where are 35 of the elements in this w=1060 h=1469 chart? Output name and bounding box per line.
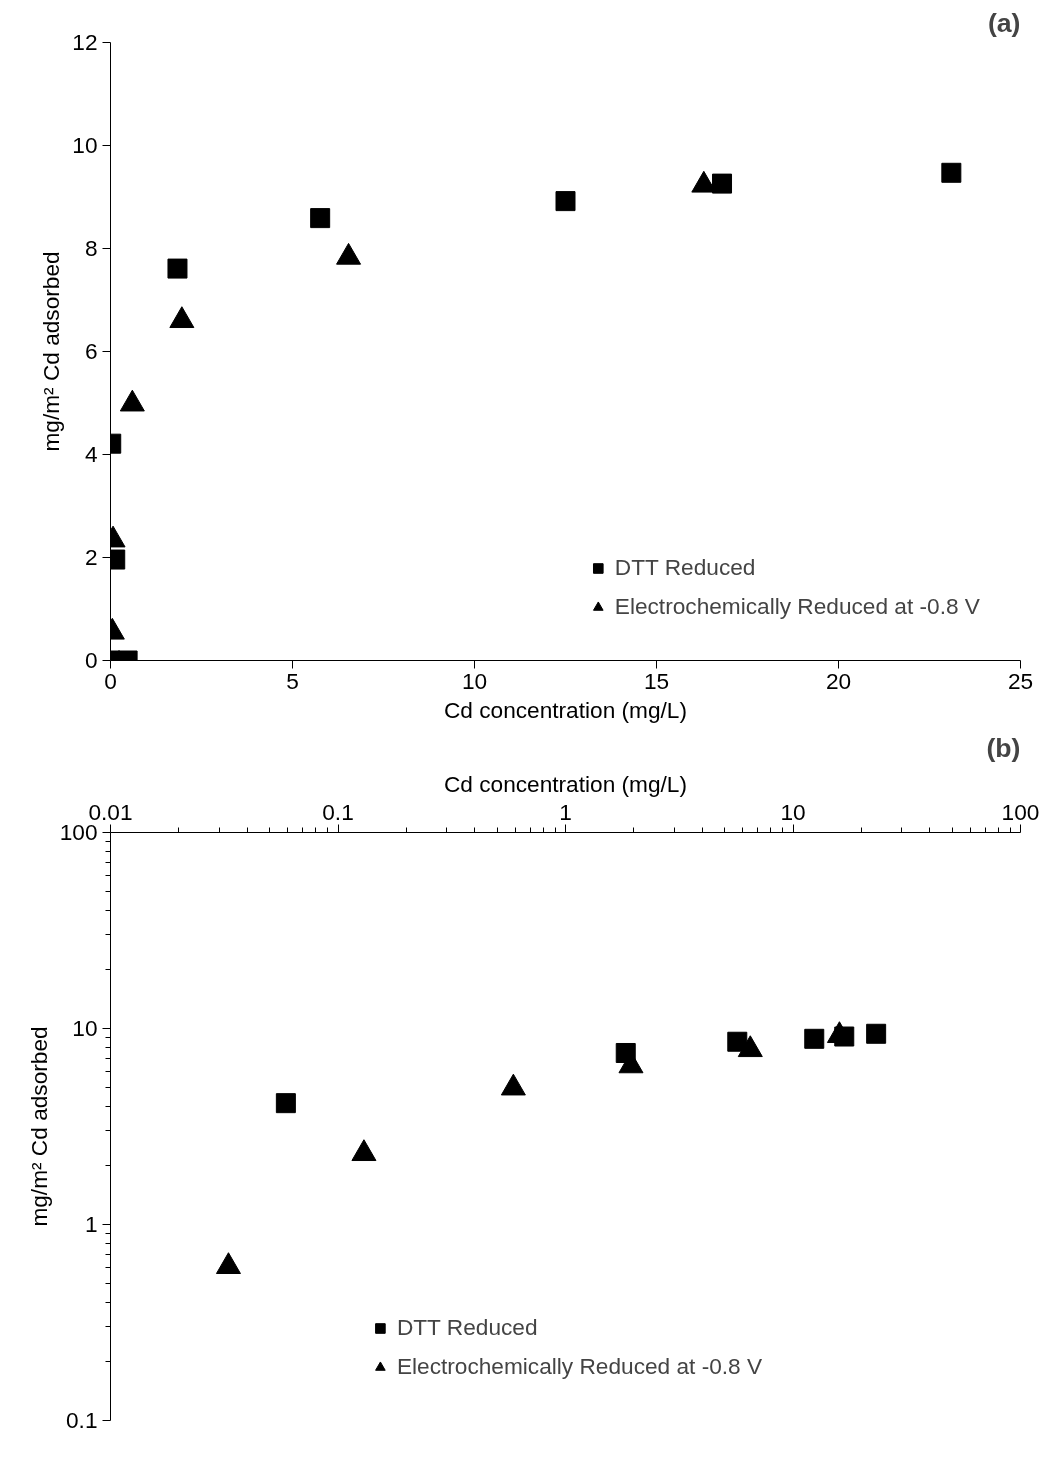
x-tick-label: 1: [559, 798, 572, 825]
legend-label: DTT Reduced: [614, 554, 756, 581]
point: [167, 258, 188, 279]
chart-title: (a): [987, 7, 1021, 38]
point: [555, 191, 576, 212]
x-tick-label: 0: [104, 667, 117, 694]
x-tick-label: 25: [1007, 667, 1034, 694]
x-tick-label: 20: [825, 667, 852, 694]
legend-label: Electrochemically Reduced at -0.8 V: [614, 593, 980, 620]
chart-title: (b): [986, 732, 1021, 763]
x-tick-label: 5: [286, 667, 299, 694]
y-tick-label: 4: [84, 441, 98, 467]
x-tick-label: 10: [780, 798, 806, 825]
y-tick-label: 0: [84, 647, 98, 673]
point: [310, 208, 331, 229]
point: [941, 162, 962, 183]
y-tick-label: 12: [72, 29, 98, 55]
legend-label: DTT Reduced: [396, 1314, 538, 1341]
y-tick-label: 6: [84, 338, 98, 364]
y-axis-title: mg/m² Cd adsorbed: [25, 1026, 52, 1227]
legend-label: Electrochemically Reduced at -0.8 V: [396, 1353, 763, 1380]
y-tick-label: 8: [84, 235, 98, 261]
y-tick-label: 10: [72, 132, 98, 158]
x-axis-title: Cd concentration (mg/L): [443, 696, 688, 723]
y-tick-label: 2: [84, 544, 98, 570]
x-tick-label: 100: [1001, 798, 1040, 825]
point: [712, 173, 733, 194]
y-tick-label: 0.1: [66, 1407, 98, 1433]
y-axis-title: mg/m² Cd adsorbed: [38, 251, 65, 452]
y-tick-label: 1: [84, 1211, 98, 1237]
y-tick-label: 10: [72, 1015, 98, 1041]
x-tick-label: 15: [643, 667, 670, 694]
x-axis-title: Cd concentration (mg/L): [443, 770, 688, 797]
x-tick-label: 0.1: [322, 798, 354, 825]
x-tick-label: 10: [461, 667, 488, 694]
